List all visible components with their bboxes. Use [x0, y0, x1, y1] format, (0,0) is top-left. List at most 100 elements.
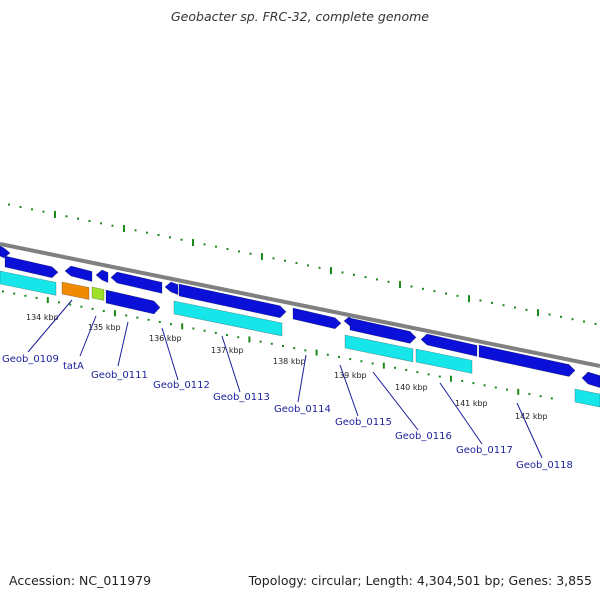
minor-tick [203, 243, 206, 246]
minor-tick [180, 238, 183, 241]
gene-label: tatA [63, 361, 84, 372]
feature-track [0, 245, 600, 408]
gene-feature [164, 281, 179, 296]
minor-tick [539, 395, 542, 398]
genome-summary-text: Topology: circular; Length: 4,304,501 bp… [248, 573, 592, 588]
scale-label: 142 kbp [515, 412, 548, 421]
gene-label: Geob_0114 [274, 404, 331, 415]
gene-leader-line [297, 354, 307, 403]
minor-tick [249, 252, 252, 255]
minor-tick [24, 294, 27, 297]
major-tick [399, 281, 401, 289]
gene-feature [173, 300, 283, 337]
minor-tick [91, 307, 94, 310]
minor-tick [456, 294, 459, 297]
minor-tick [270, 342, 273, 345]
minor-tick [405, 369, 408, 372]
minor-tick [169, 236, 171, 239]
minor-tick [237, 336, 240, 339]
gene-label: Geob_0109 [2, 354, 59, 365]
minor-tick [158, 320, 161, 323]
minor-tick [111, 224, 114, 227]
minor-tick [215, 245, 217, 248]
minor-tick [226, 248, 229, 251]
scale-label: 141 kbp [455, 399, 488, 408]
scale-label: 135 kbp [88, 323, 121, 332]
gene-feature [91, 286, 105, 301]
minor-tick [69, 303, 72, 306]
gene-feature [0, 245, 11, 259]
gene-labels: Geob_0109 tatA Geob_0111 Geob_0112Geob_0113… [2, 354, 573, 471]
gene-label-leaders [27, 299, 543, 459]
minor-tick [77, 217, 79, 220]
gene-label: Geob_0116 [395, 431, 452, 442]
minor-tick [58, 301, 60, 304]
minor-tick [293, 347, 296, 350]
minor-tick [295, 262, 298, 265]
minor-tick [528, 393, 531, 396]
minor-tick [2, 290, 4, 293]
minor-tick [433, 290, 436, 293]
major-tick [248, 336, 251, 343]
gene-feature [574, 388, 600, 408]
gene-feature [178, 283, 287, 319]
minor-tick [259, 340, 262, 343]
minor-tick [394, 366, 396, 369]
minor-tick [192, 327, 195, 330]
minor-tick [134, 229, 137, 232]
minor-tick [341, 271, 344, 274]
gene-leader-line [161, 327, 179, 381]
minor-tick [100, 222, 102, 225]
gene-label: Geob_0111 [91, 370, 148, 381]
minor-tick [353, 273, 355, 276]
minor-tick [272, 257, 275, 260]
gene-feature [415, 348, 473, 374]
genome-backbone [0, 242, 600, 368]
minor-tick [318, 266, 321, 269]
minor-tick [80, 305, 83, 308]
minor-tick [427, 373, 430, 376]
major-tick [123, 225, 125, 233]
minor-tick [560, 315, 562, 318]
gene-feature [110, 271, 163, 294]
major-tick [330, 267, 332, 275]
gene-feature [581, 371, 600, 388]
minor-tick [35, 296, 38, 299]
major-tick [261, 253, 263, 261]
minor-tick [525, 308, 528, 311]
minor-tick [364, 276, 367, 279]
minor-tick [19, 205, 22, 208]
minor-tick [226, 334, 228, 337]
gene-feature [349, 317, 417, 344]
major-tick [114, 310, 116, 317]
minor-tick [416, 371, 419, 374]
gene-label: Geob_0117 [456, 445, 513, 456]
minor-tick [438, 375, 441, 378]
minor-tick [594, 322, 597, 325]
gene-feature [61, 281, 90, 300]
gene-leader-line [516, 402, 543, 459]
minor-tick [410, 285, 413, 288]
minor-tick [238, 250, 240, 253]
major-tick [468, 295, 470, 303]
gene-label: Geob_0113 [213, 392, 270, 403]
minor-tick [102, 310, 105, 313]
minor-tick [307, 264, 309, 267]
minor-tick [550, 397, 553, 400]
outer-tick-track [8, 203, 597, 325]
major-tick [54, 210, 56, 218]
gene-leader-line [439, 382, 483, 445]
minor-tick [13, 292, 16, 295]
minor-tick [583, 320, 585, 323]
gene-label: Geob_0112 [153, 380, 210, 391]
minor-tick [483, 384, 486, 387]
minor-tick [445, 292, 447, 295]
inner-tick-track [2, 290, 553, 400]
gene-feature [420, 333, 478, 357]
minor-tick [338, 355, 340, 358]
gene-feature [478, 344, 576, 377]
major-tick [382, 362, 385, 369]
minor-tick [214, 331, 217, 334]
minor-tick [31, 208, 33, 211]
